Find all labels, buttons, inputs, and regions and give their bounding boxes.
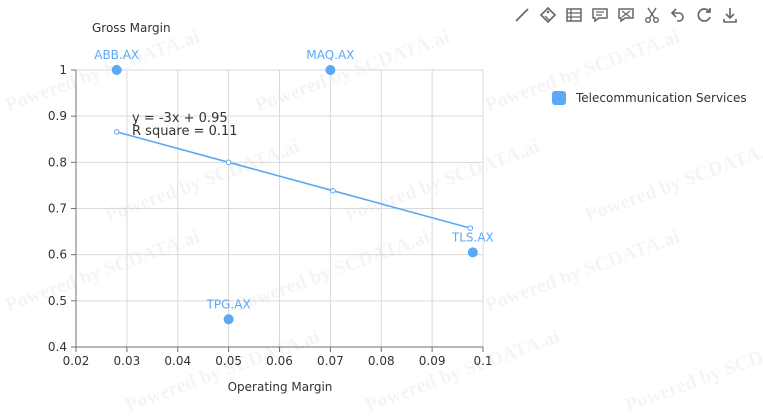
y-axis-title: Gross Margin [92, 21, 171, 35]
grid-lines [75, 69, 484, 348]
x-tick-label: 0.03 [114, 354, 141, 368]
comment-icon[interactable] [590, 5, 610, 25]
y-tick-label: 0.4 [48, 340, 67, 354]
x-tick-label: 0.08 [368, 354, 395, 368]
y-tick-label: 0.6 [48, 248, 67, 262]
data-point-label: ABB.AX [94, 48, 139, 62]
data-point-maq-ax[interactable] [325, 65, 336, 75]
y-tick-label: 0.9 [48, 109, 67, 123]
data-point-tls-ax[interactable] [467, 247, 478, 258]
trendline-point [330, 187, 336, 194]
data-point-abb-ax[interactable] [111, 65, 122, 75]
x-tick-label: 0.05 [215, 354, 242, 368]
tag-icon[interactable] [538, 5, 558, 25]
comment-off-icon[interactable] [616, 5, 636, 25]
data-point-label: TLS.AX [451, 230, 494, 244]
data-point-tpg-ax[interactable] [223, 314, 234, 325]
x-tick-labels: 0.02 0.03 0.04 0.05 0.06 0.07 0.08 0.09 0.1 [63, 354, 493, 368]
chart-toolbar [512, 5, 740, 25]
legend-swatch [552, 91, 566, 105]
trendline-point [113, 129, 120, 135]
trendline [113, 129, 474, 231]
legend-label: Telecommunication Services [576, 91, 747, 105]
y-tick-labels: 0.4 0.5 0.6 0.7 0.8 0.9 1 [48, 63, 67, 354]
x-axis-title: Operating Margin [228, 380, 333, 394]
x-tick-label: 0.1 [473, 354, 492, 368]
data-point-label: MAQ.AX [306, 48, 354, 62]
legend-item-telecommunication-services[interactable]: Telecommunication Services [552, 91, 747, 105]
y-tick-label: 0.8 [48, 155, 67, 169]
scissors-icon[interactable] [642, 5, 662, 25]
undo-icon[interactable] [668, 5, 688, 25]
trendline-point [467, 225, 474, 231]
trendline-path [116, 131, 471, 229]
data-point-label: TPG.AX [206, 297, 251, 311]
x-tick-label: 0.06 [266, 354, 293, 368]
scatter-chart: 0.02 0.03 0.04 0.05 0.06 0.07 0.08 0.09 0.1 0.40… [48, 21, 494, 394]
data-points: ABB.AX MAQ.AX TLS.AX TPG.AX [94, 48, 494, 325]
axes [71, 69, 484, 352]
download-icon[interactable] [720, 5, 740, 25]
y-tick-label: 0.5 [48, 294, 67, 308]
trendline-point [225, 159, 232, 166]
data-view-icon[interactable] [564, 5, 584, 25]
line-chart-icon[interactable] [512, 5, 532, 25]
trendline-equation: y = -3x + 0.95 [132, 111, 228, 126]
x-tick-label: 0.02 [63, 354, 90, 368]
trendline-r-square: R square = 0.11 [132, 124, 238, 139]
y-tick-label: 1 [59, 63, 67, 77]
refresh-icon[interactable] [694, 5, 714, 25]
x-tick-label: 0.04 [164, 354, 191, 368]
y-tick-label: 0.7 [48, 202, 67, 216]
x-tick-label: 0.07 [317, 354, 344, 368]
x-tick-label: 0.09 [419, 354, 446, 368]
